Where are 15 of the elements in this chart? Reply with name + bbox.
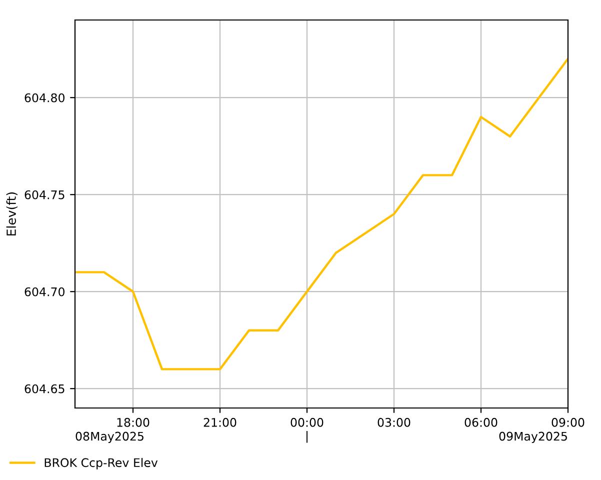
text: 08May2025 xyxy=(76,432,144,443)
x-tick-label: 03:00 xyxy=(378,418,410,427)
x-tick-label: 09:00 xyxy=(552,418,584,427)
y-tick-label: 604.75 xyxy=(24,190,64,200)
text: 09May2025 xyxy=(499,432,567,443)
y-tick-label: 604.70 xyxy=(24,287,64,296)
legend-label: BROK Ccp-Rev Elev xyxy=(44,458,158,470)
y-tick-label: 604.80 xyxy=(24,93,64,102)
line-series xyxy=(75,58,568,370)
x-tick-label: 06:00 xyxy=(464,418,498,427)
y-tick-label: 604.65 xyxy=(24,384,64,394)
x-tick-label: 21:00 xyxy=(204,418,236,427)
x-tick-label: 00:00 | xyxy=(290,418,324,443)
y-axis-title: Elev(ft) xyxy=(6,192,18,236)
x-tick-label: 18:00 xyxy=(117,418,150,427)
